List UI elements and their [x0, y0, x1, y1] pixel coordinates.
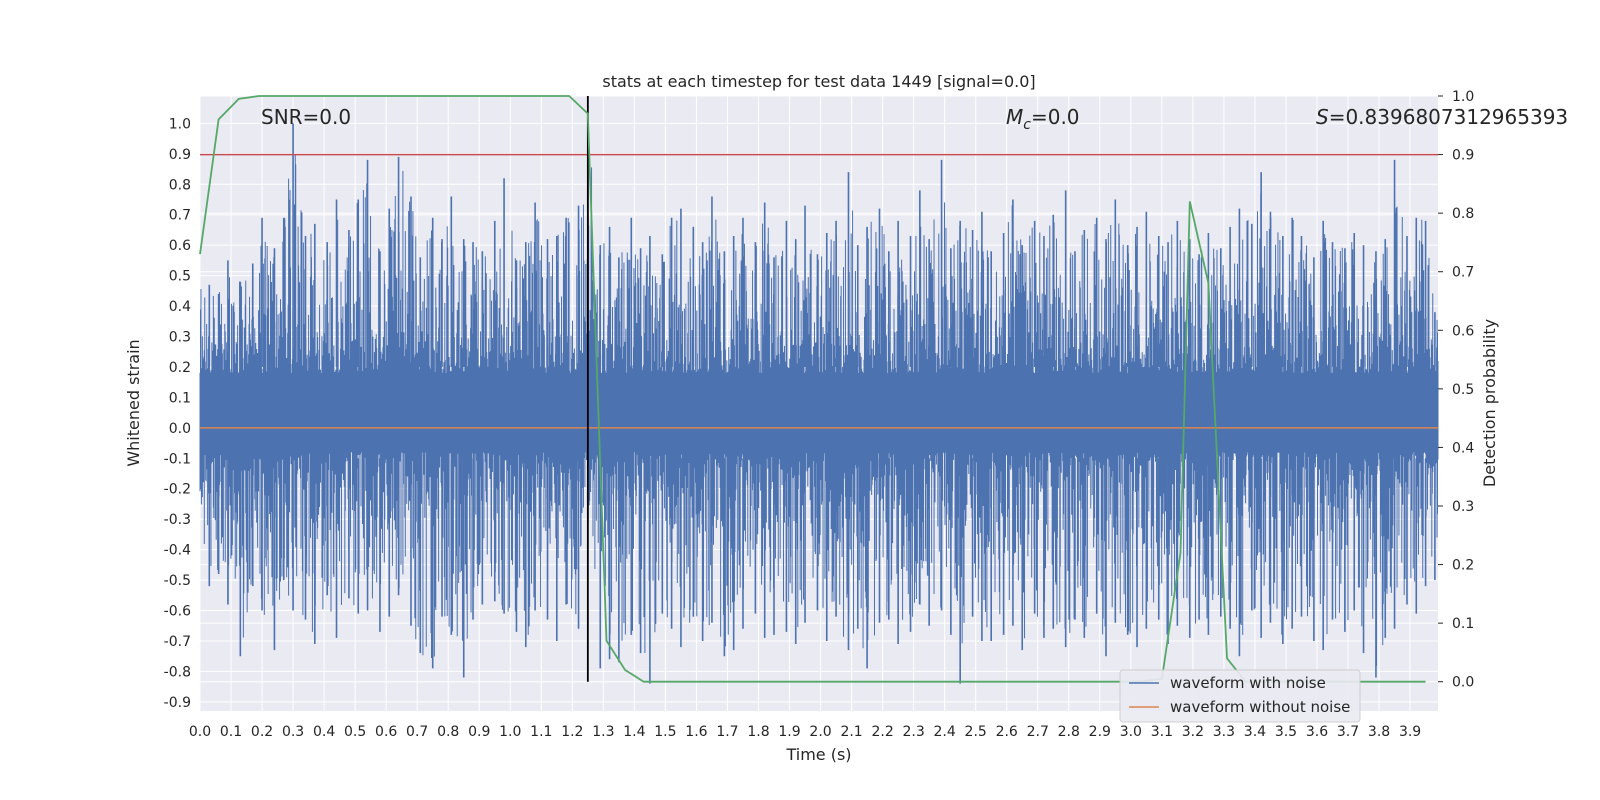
y-tick-label: 0.8 [169, 177, 191, 193]
x-tick-label: 2.1 [840, 724, 862, 740]
x-tick-label: 1.6 [685, 724, 707, 740]
legend-box [1119, 669, 1361, 723]
y-tick-label: 0.5 [169, 269, 191, 285]
x-tick-label: 2.8 [1058, 724, 1080, 740]
y2-tick-label: 0.3 [1452, 499, 1474, 515]
s-symbol: S [1316, 105, 1329, 129]
x-tick-label: 2.9 [1089, 724, 1111, 740]
x-axis-label: Time (s) [785, 745, 851, 764]
x-tick-label: 0.4 [313, 724, 335, 740]
x-tick-label: 3.3 [1213, 724, 1235, 740]
x-tick-label: 1.7 [716, 724, 738, 740]
x-tick-label: 0.0 [189, 724, 211, 740]
x-tick-label: 2.4 [934, 724, 956, 740]
x-tick-label: 1.5 [654, 724, 676, 740]
x-tick-label: 2.6 [996, 724, 1018, 740]
x-tick-label: 3.5 [1275, 724, 1297, 740]
y-tick-label: -0.7 [164, 634, 191, 650]
x-tick-label: 2.2 [871, 724, 893, 740]
y2-tick-label: 0.4 [1452, 440, 1474, 456]
y-tick-label: 0.4 [169, 299, 191, 315]
y-tick-label: 0.1 [169, 390, 191, 406]
y-tick-label: -0.8 [164, 664, 191, 680]
x-tick-label: 3.9 [1399, 724, 1421, 740]
x-tick-label: 1.4 [623, 724, 645, 740]
mc-symbol: M [1006, 105, 1023, 129]
y-tick-label: -0.9 [164, 695, 191, 711]
y2-tick-label: 0.7 [1452, 265, 1474, 281]
x-tick-label: 3.2 [1182, 724, 1204, 740]
y2-tick-label: 0.9 [1452, 148, 1474, 164]
y-tick-label: -0.5 [164, 573, 191, 589]
y-axis-label: Whitened strain [124, 339, 143, 466]
x-tick-label: 3.6 [1306, 724, 1328, 740]
y2-axis-ticks: 1.0 0.9 0.8 0.7 0.6 0.5 0.4 0.3 0.2 0.1 0.0 [1438, 89, 1474, 691]
y-tick-label: 1.0 [169, 116, 191, 132]
y2-tick-label: 1.0 [1452, 89, 1474, 105]
y-tick-label: -0.3 [164, 512, 191, 528]
x-tick-label: 1.9 [778, 724, 800, 740]
x-tick-label: 1.8 [747, 724, 769, 740]
snr-annotation: SNR=0.0 [261, 105, 351, 129]
y2-axis-label: Detection probability [1480, 319, 1499, 487]
x-tick-label: 0.3 [282, 724, 304, 740]
x-tick-label: 0.2 [251, 724, 273, 740]
y2-tick-label: 0.1 [1452, 616, 1474, 632]
x-axis-ticks: 0.0 0.1 0.2 0.3 0.4 0.5 0.6 0.7 0.8 0.9 1.0 1.1 1.2 1… [189, 724, 1421, 740]
x-tick-label: 0.9 [468, 724, 490, 740]
x-tick-label: 0.7 [406, 724, 428, 740]
y2-tick-label: 0.5 [1452, 382, 1474, 398]
x-tick-label: 0.6 [375, 724, 397, 740]
mc-value: =0.0 [1031, 105, 1080, 129]
legend-label-waveform-without-noise: waveform without noise [1170, 698, 1350, 716]
x-tick-label: 0.5 [344, 724, 366, 740]
x-tick-label: 3.7 [1337, 724, 1359, 740]
x-tick-label: 1.1 [530, 724, 552, 740]
legend: waveform with noise waveform without noi… [1119, 669, 1361, 723]
x-tick-label: 1.0 [499, 724, 521, 740]
x-tick-label: 2.0 [809, 724, 831, 740]
chart-title: stats at each timestep for test data 144… [602, 72, 1035, 91]
x-tick-label: 1.3 [592, 724, 614, 740]
x-tick-label: 2.5 [965, 724, 987, 740]
x-tick-label: 3.0 [1120, 724, 1142, 740]
x-tick-label: 3.4 [1244, 724, 1266, 740]
x-tick-label: 3.1 [1151, 724, 1173, 740]
x-tick-label: 3.8 [1368, 724, 1390, 740]
mc-subscript: c [1023, 117, 1031, 133]
y2-tick-label: 0.2 [1452, 558, 1474, 574]
s-value: =0.8396807312965393 [1329, 105, 1568, 129]
x-tick-label: 1.2 [561, 724, 583, 740]
y-tick-label: 0.9 [169, 147, 191, 163]
x-tick-label: 0.1 [220, 724, 242, 740]
x-tick-label: 2.7 [1027, 724, 1049, 740]
legend-label-waveform-with-noise: waveform with noise [1170, 674, 1326, 692]
s-annotation: S=0.8396807312965393 [1316, 105, 1568, 129]
y2-tick-label: 0.8 [1452, 206, 1474, 222]
y-tick-label: 0.2 [169, 360, 191, 376]
y-tick-label: 0.3 [169, 330, 191, 346]
mc-annotation: Mc=0.0 [1006, 105, 1080, 133]
x-tick-label: 0.8 [437, 724, 459, 740]
y2-tick-label: 0.0 [1452, 675, 1474, 691]
y-axis-ticks: 1.0 0.9 0.8 0.7 0.6 0.5 0.4 0.3 0.2 0.1 0.0 -0.1 -0.… [164, 116, 191, 710]
y-tick-label: -0.1 [164, 451, 191, 467]
y2-tick-label: 0.6 [1452, 323, 1474, 339]
y-tick-label: 0.7 [169, 208, 191, 224]
y-tick-label: -0.6 [164, 604, 191, 620]
y-tick-label: 0.0 [169, 421, 191, 437]
y-tick-label: -0.4 [164, 543, 191, 559]
y-tick-label: 0.6 [169, 238, 191, 254]
series-waveform-with-noise [199, 123, 1439, 684]
y-tick-label: -0.2 [164, 482, 191, 498]
x-tick-label: 2.3 [903, 724, 925, 740]
